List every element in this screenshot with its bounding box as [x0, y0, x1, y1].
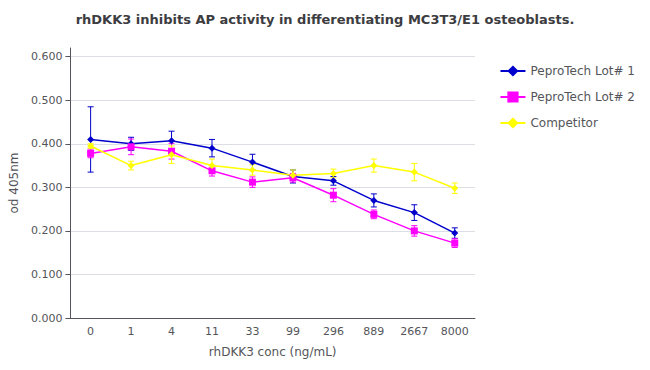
svg-text:rhDKK3 conc (ng/mL): rhDKK3 conc (ng/mL): [209, 345, 337, 359]
svg-text:0.600: 0.600: [31, 50, 63, 63]
svg-text:8000: 8000: [441, 325, 469, 338]
svg-text:0: 0: [87, 325, 94, 338]
svg-text:PeproTech Lot# 1: PeproTech Lot# 1: [530, 64, 635, 78]
svg-text:0.500: 0.500: [31, 94, 63, 107]
svg-text:PeproTech Lot# 2: PeproTech Lot# 2: [530, 90, 635, 104]
svg-text:0.200: 0.200: [31, 224, 63, 237]
svg-text:rhDKK3 inhibits AP activity in: rhDKK3 inhibits AP activity in different…: [76, 12, 575, 27]
svg-text:2667: 2667: [400, 325, 428, 338]
svg-text:0.100: 0.100: [31, 268, 63, 281]
svg-text:4: 4: [168, 325, 175, 338]
svg-text:11: 11: [205, 325, 219, 338]
svg-text:0.400: 0.400: [31, 137, 63, 150]
svg-text:1: 1: [128, 325, 135, 338]
svg-text:889: 889: [363, 325, 384, 338]
svg-text:0.000: 0.000: [31, 312, 63, 325]
svg-text:296: 296: [323, 325, 344, 338]
svg-text:0.300: 0.300: [31, 181, 63, 194]
svg-text:33: 33: [245, 325, 259, 338]
svg-text:Competitor: Competitor: [530, 116, 597, 130]
svg-text:od 405nm: od 405nm: [7, 153, 21, 214]
svg-text:99: 99: [286, 325, 300, 338]
